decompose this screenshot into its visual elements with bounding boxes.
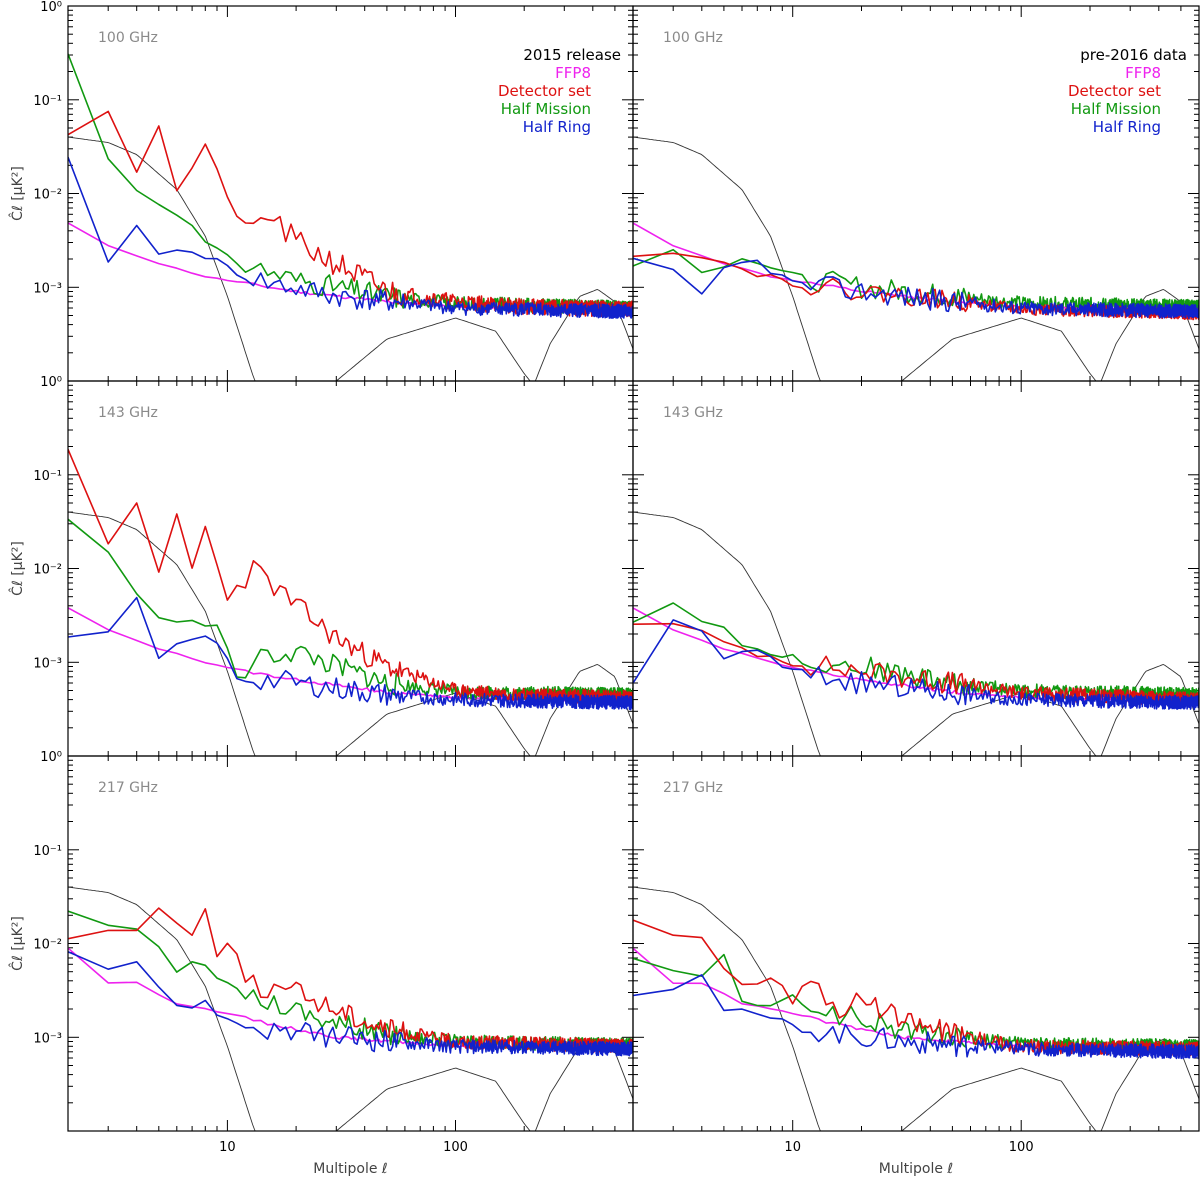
panel-100-ghz-left: 100 GHz 10⁰ 10⁻¹ 10⁻² 10⁻³ Ĉℓ [μK²] 2015 relea… [8,0,634,382]
frequency-label: 100 GHz [663,30,723,46]
legend-entry: FFP8 [555,64,591,82]
axis-ticks [632,755,1200,1132]
series-half-ring [68,156,633,319]
legend-entry: Half Ring [523,118,591,136]
y-tick-label: 10⁻² [33,188,62,203]
y-tick-label: 10⁻¹ [33,94,62,109]
x-axis-label: Multipole ℓ [879,1161,953,1177]
panel-143-ghz-right: 143 GHz [632,380,1200,757]
y-axis-label: Ĉℓ [μK²] [8,916,26,971]
legend-entry: Detector set [1068,82,1161,100]
y-axis-label: Ĉℓ [μK²] [8,166,26,221]
reference-curve [68,136,633,381]
frequency-label: 143 GHz [98,405,158,421]
series-half-ring [68,950,633,1057]
reference-curve [633,136,1199,381]
legend-entry: Detector set [498,82,591,100]
legend-entry: Half Mission [501,100,591,118]
x-tick-label: 10 [219,1140,236,1155]
axis-ticks [632,380,1200,757]
series-ffp8 [633,947,1199,1051]
frequency-label: 100 GHz [98,30,158,46]
series-detector-set [633,919,1199,1057]
y-axis-label: Ĉℓ [μK²] [8,541,26,596]
x-tick-label: 100 [1009,1140,1034,1155]
legend-title: 2015 release [523,46,621,64]
series-detector-set [68,110,633,318]
y-tick-label: 10⁻³ [33,281,62,296]
legend-title: pre-2016 data [1080,46,1187,64]
axis-ticks [67,755,634,1132]
x-tick-label: 100 [443,1140,468,1155]
panel-frame [632,755,1200,1132]
legend-entry: Half Ring [1093,118,1161,136]
y-tick-label: 10⁰ [40,375,62,390]
reference-curve [68,886,633,1131]
y-tick-label: 10⁰ [40,750,62,765]
y-tick-label: 10⁻¹ [33,844,62,859]
y-tick-label: 10⁻² [33,563,62,578]
x-tick-label: 10 [784,1140,801,1155]
reference-curve [633,511,1199,756]
frequency-label: 217 GHz [98,780,158,796]
panel-frame [67,755,634,1132]
panel-143-ghz-left: 143 GHz 10⁰ 10⁻¹ 10⁻² 10⁻³ Ĉℓ [μK²] [8,375,634,757]
y-tick-label: 10⁻² [33,938,62,953]
legend-entry: Half Mission [1071,100,1161,118]
panel-217-ghz-left: 217 GHz 10⁰ 10⁻¹ 10⁻² 10⁻³ Ĉℓ [μK²] 10 100 Multi… [8,750,634,1177]
series-half-ring [633,257,1199,320]
series-half-mission [633,248,1199,315]
y-tick-label: 10⁻¹ [33,469,62,484]
y-tick-label: 10⁻³ [33,1031,62,1046]
series-half-ring [633,974,1199,1060]
series-half-mission [68,518,633,703]
series-detector-set [633,622,1199,707]
series-ffp8 [68,947,633,1051]
x-axis-label: Multipole ℓ [313,1161,387,1177]
series-half-ring [633,619,1199,711]
reference-curve [633,886,1199,1131]
frequency-label: 143 GHz [663,405,723,421]
reference-curve [68,511,633,756]
frequency-label: 217 GHz [663,780,723,796]
panel-217-ghz-right: 217 GHz 10 100 Multipole ℓ [632,755,1200,1177]
legend-entry: FFP8 [1125,64,1161,82]
series-half-mission [68,910,633,1054]
y-tick-label: 10⁻³ [33,656,62,671]
y-tick-label: 10⁰ [40,0,62,15]
series-half-ring [68,596,633,711]
series-ffp8 [68,222,633,313]
